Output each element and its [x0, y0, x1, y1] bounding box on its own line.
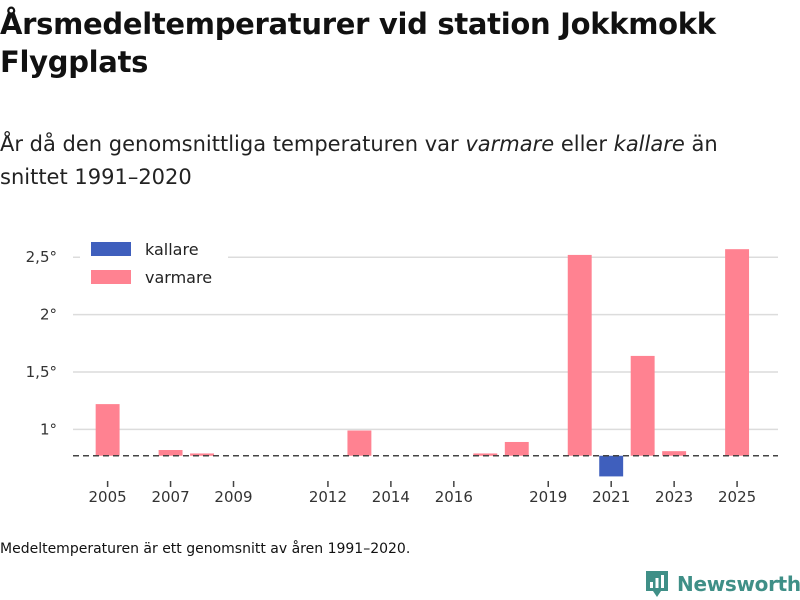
brand-name: Newsworthy: [677, 572, 800, 596]
bar-2013: [347, 430, 372, 456]
bar-2020: [567, 254, 592, 456]
y-tick-label: 1,5°: [26, 363, 57, 381]
newsworthy-logo-icon: [646, 571, 668, 597]
subtitle-prefix: År då den genomsnittliga temperaturen va…: [0, 132, 466, 156]
y-tick-label: 1°: [40, 420, 57, 438]
x-tick-label: 2023: [655, 488, 693, 506]
x-tick-label: 2009: [214, 488, 252, 506]
y-tick-label: 2°: [40, 306, 57, 324]
chart-title: Årsmedeltemperaturer vid station Jokkmok…: [0, 7, 716, 79]
x-tick-label: 2012: [309, 488, 347, 506]
x-tick-label: 2014: [372, 488, 410, 506]
bar-2022: [630, 355, 655, 456]
y-tick-label: 2,5°: [26, 248, 57, 266]
bar-2018: [504, 441, 529, 456]
x-tick-label: 2005: [89, 488, 127, 506]
bar-2007: [158, 450, 183, 456]
legend-label-warmer: varmare: [145, 268, 212, 287]
x-tick-label: 2016: [435, 488, 473, 506]
legend-swatch-warmer: [91, 270, 131, 284]
temperature-bar-chart: 1° 1,5° 2° 2,5° kallare varmare 2005 2007 2009 20…: [25, 240, 778, 506]
bar-2021: [599, 455, 624, 477]
bar-2023: [662, 451, 687, 456]
x-tick-label: 2019: [529, 488, 567, 506]
chart-subtitle: År då den genomsnittliga temperaturen va…: [0, 128, 790, 194]
legend-label-colder: kallare: [145, 240, 199, 259]
subtitle-warmer-word: varmare: [465, 132, 555, 156]
x-tick-label: 2025: [718, 488, 756, 506]
x-tick-label: 2007: [151, 488, 189, 506]
bar-2017: [473, 453, 498, 456]
subtitle-middle: eller: [554, 132, 614, 156]
bar-2005: [95, 404, 120, 456]
bar-2008: [190, 453, 214, 456]
footnote: Medeltemperaturen är ett genomsnitt av å…: [0, 541, 411, 557]
subtitle-colder-word: kallare: [613, 132, 685, 156]
bar-2025: [725, 249, 750, 456]
subtitle-suffix: än snittet 1991–2020: [0, 132, 718, 189]
newsworthy-logo: Newsworthy: [644, 568, 800, 600]
legend-swatch-colder: [91, 242, 131, 256]
x-tick-label: 2021: [592, 488, 630, 506]
